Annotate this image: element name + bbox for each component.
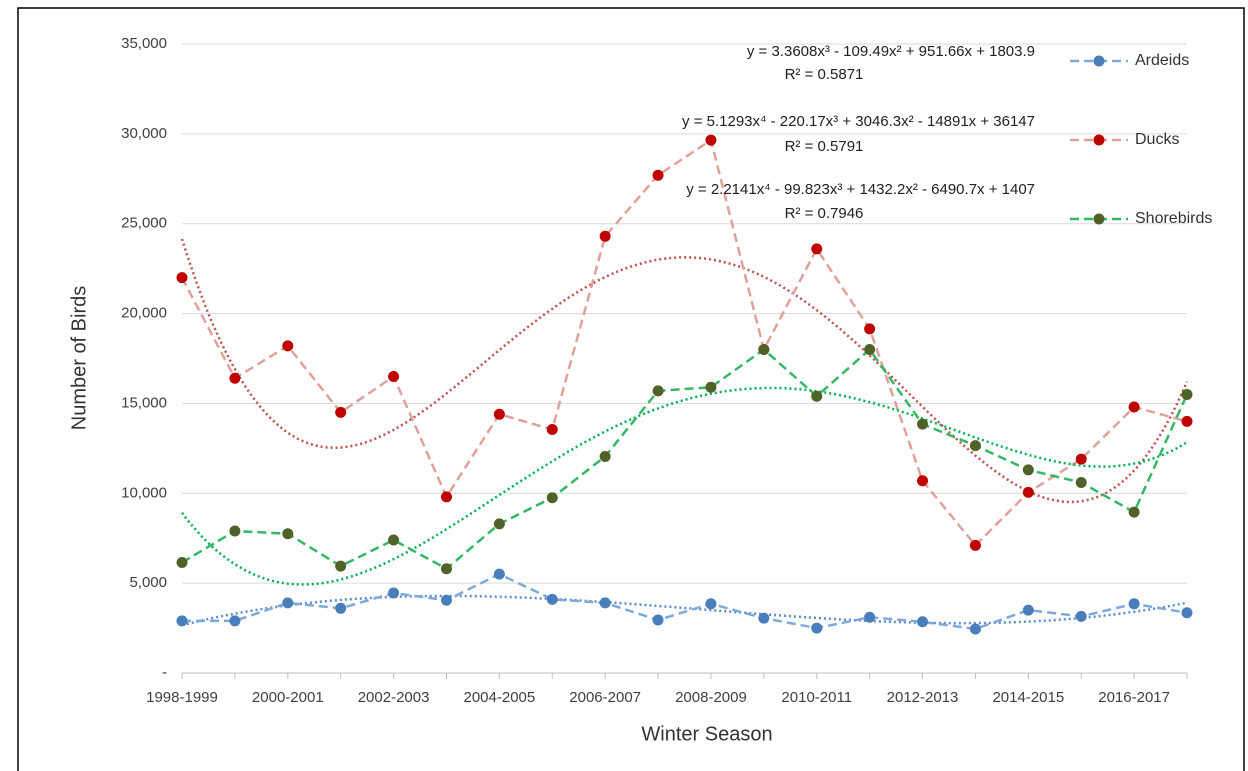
x-tick-label: 1998-1999 bbox=[146, 689, 218, 706]
marker bbox=[599, 230, 611, 242]
marker bbox=[1075, 453, 1087, 465]
marker bbox=[546, 593, 558, 605]
marker bbox=[229, 525, 241, 537]
equation-mask bbox=[1037, 175, 1062, 205]
y-tick-label: 10,000 bbox=[121, 484, 167, 501]
marker bbox=[440, 491, 452, 503]
series-line bbox=[180, 138, 1188, 548]
marker bbox=[652, 385, 664, 397]
marker bbox=[1075, 610, 1087, 622]
marker bbox=[1181, 607, 1193, 619]
series-line bbox=[182, 572, 1188, 631]
marker bbox=[282, 340, 294, 352]
marker bbox=[229, 615, 241, 627]
marker bbox=[811, 390, 823, 402]
marker bbox=[652, 614, 664, 626]
x-tick-label: 2012-2013 bbox=[887, 689, 959, 706]
x-tick-label: 2002-2003 bbox=[358, 689, 430, 706]
y-tick-label: 30,000 bbox=[121, 125, 167, 142]
marker bbox=[917, 616, 929, 628]
series-line bbox=[181, 347, 1189, 571]
r-squared: R² = 0.5791 bbox=[785, 138, 864, 155]
marker bbox=[917, 475, 929, 487]
marker bbox=[440, 594, 452, 606]
legend-label: Ducks bbox=[1135, 131, 1179, 148]
marker bbox=[546, 423, 558, 435]
y-axis-label: Number of Birds bbox=[68, 286, 90, 431]
frame bbox=[17, 7, 1245, 771]
marker bbox=[1022, 604, 1034, 616]
trendline-equation: y = 3.3608x³ - 109.49x² + 951.66x + 1803… bbox=[747, 43, 1035, 60]
marker bbox=[1181, 388, 1193, 400]
marker bbox=[335, 406, 347, 418]
marker bbox=[864, 344, 876, 356]
marker bbox=[388, 587, 400, 599]
marker bbox=[493, 408, 505, 420]
marker bbox=[705, 134, 717, 146]
y-tick-label: 35,000 bbox=[121, 35, 167, 52]
legend-marker bbox=[1093, 134, 1105, 146]
marker bbox=[1022, 486, 1034, 498]
trendline bbox=[180, 238, 1189, 504]
marker bbox=[864, 323, 876, 335]
x-tick-label: 2010-2011 bbox=[781, 689, 852, 706]
marker bbox=[1075, 477, 1087, 489]
marker bbox=[864, 611, 876, 623]
legend-label: Shorebirds bbox=[1135, 210, 1212, 227]
marker bbox=[705, 598, 717, 610]
marker bbox=[229, 372, 241, 384]
marker bbox=[811, 622, 823, 634]
marker bbox=[758, 612, 770, 624]
trendline bbox=[181, 594, 1188, 627]
marker bbox=[176, 272, 188, 284]
marker bbox=[1022, 464, 1034, 476]
marker bbox=[705, 381, 717, 393]
marker bbox=[282, 597, 294, 609]
x-tick-label: 2016-2017 bbox=[1098, 689, 1170, 706]
marker bbox=[493, 568, 505, 580]
marker bbox=[388, 370, 400, 382]
marker bbox=[1181, 415, 1193, 427]
r-squared: R² = 0.5871 bbox=[785, 66, 864, 83]
marker bbox=[969, 539, 981, 551]
marker bbox=[546, 492, 558, 504]
marker bbox=[493, 518, 505, 530]
marker bbox=[282, 528, 294, 540]
y-tick-label: - bbox=[162, 664, 167, 681]
x-tick-label: 2014-2015 bbox=[992, 689, 1064, 706]
x-tick-label: 2000-2001 bbox=[252, 689, 324, 706]
marker bbox=[811, 243, 823, 255]
x-tick-label: 2008-2009 bbox=[675, 689, 747, 706]
marker bbox=[1128, 401, 1140, 413]
legend-marker bbox=[1093, 213, 1105, 225]
x-tick-label: 2006-2007 bbox=[569, 689, 641, 706]
legend-label: Ardeids bbox=[1135, 52, 1189, 69]
marker bbox=[599, 597, 611, 609]
y-tick-label: 25,000 bbox=[121, 215, 167, 232]
trendline-equation: y = 5.1293x⁴ - 220.17x³ + 3046.3x² - 148… bbox=[682, 113, 1035, 130]
marker bbox=[388, 534, 400, 546]
y-tick-label: 15,000 bbox=[121, 394, 167, 411]
marker bbox=[969, 623, 981, 635]
marker bbox=[176, 556, 188, 568]
marker bbox=[969, 440, 981, 452]
marker bbox=[1128, 598, 1140, 610]
legend-marker bbox=[1093, 55, 1105, 67]
marker bbox=[176, 615, 188, 627]
y-tick-label: 5,000 bbox=[129, 574, 167, 591]
trendline-equation: y = 2.2141x⁴ - 99.823x³ + 1432.2x² - 649… bbox=[686, 181, 1035, 198]
marker bbox=[917, 418, 929, 430]
marker bbox=[335, 602, 347, 614]
marker bbox=[335, 560, 347, 572]
marker bbox=[599, 450, 611, 462]
y-tick-label: 20,000 bbox=[121, 305, 167, 322]
x-axis-label: Winter Season bbox=[641, 723, 772, 745]
marker bbox=[440, 563, 452, 575]
marker bbox=[1128, 506, 1140, 518]
marker bbox=[652, 169, 664, 181]
r-squared: R² = 0.7946 bbox=[785, 205, 864, 222]
x-tick-label: 2004-2005 bbox=[464, 689, 536, 706]
marker bbox=[758, 344, 770, 356]
